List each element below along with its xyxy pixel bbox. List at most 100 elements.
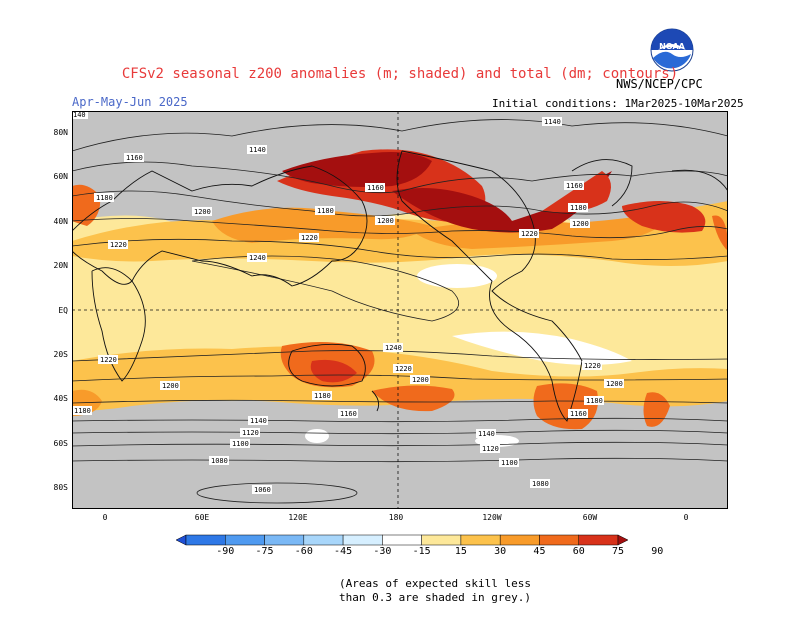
contour-label: 1240: [385, 344, 402, 352]
lon-label: 120E: [288, 513, 308, 522]
contour-label: 1180: [96, 194, 113, 202]
colorbar-swatch: [617, 534, 629, 546]
contour-label: 1160: [566, 182, 583, 190]
contour-label: 1120: [242, 429, 259, 437]
colorbar-label: -75: [255, 546, 274, 557]
contour-label: 1200: [162, 382, 179, 390]
lon-label: 60W: [582, 513, 598, 522]
lat-label: 20S: [53, 350, 68, 359]
neutral-anomaly-patch: [305, 429, 329, 443]
contour-label: 1240: [249, 254, 266, 262]
contour-label: 1200: [412, 376, 429, 384]
initial-conditions-label: Initial conditions: 1Mar2025-10Mar2025: [492, 97, 744, 110]
colorbar-swatch: [421, 534, 462, 546]
neutral-anomaly-patch: [417, 264, 497, 288]
contour-label: 1160: [126, 154, 143, 162]
anomaly-patch: [392, 171, 612, 233]
colorbar-swatch: [175, 534, 187, 546]
contour-label: 1220: [110, 241, 127, 249]
lon-label: 180: [388, 513, 404, 522]
coastlines: [72, 150, 728, 422]
contour-label: 1220: [395, 365, 412, 373]
lat-label: 80S: [53, 483, 68, 492]
colorbar-swatch: [460, 534, 501, 546]
contour-label: 1160: [570, 410, 587, 418]
noaa-logo-text: NOAA: [659, 42, 685, 51]
anomaly-patch: [310, 359, 357, 383]
anomaly-patch: [622, 201, 706, 233]
colorbar-swatch: [499, 534, 540, 546]
contour-label: 1200: [194, 208, 211, 216]
noaa-logo: NOAA: [650, 28, 694, 76]
neutral-anomaly-patch: [452, 331, 632, 365]
anomaly-map: 1140 1140 1160 1160 1160 1180 1180 1180 …: [72, 111, 728, 509]
map-panel: 1140 1140 1160 1160 1160 1180 1180 1180 …: [72, 111, 728, 513]
lat-label: EQ: [58, 306, 68, 315]
colorbar-swatch: [264, 534, 305, 546]
anomaly-patch: [282, 152, 432, 187]
lon-label: 60E: [194, 513, 210, 522]
colorbar-label: 90: [651, 546, 664, 557]
lon-label: 0: [683, 513, 689, 522]
contour-label: 1060: [254, 486, 271, 494]
map-frame: [72, 111, 728, 509]
contour-label: 1220: [584, 362, 601, 370]
colorbar-swatch: [539, 534, 579, 546]
colorbar-swatch: [185, 534, 226, 546]
chart-title: CFSv2 seasonal z200 anomalies (m; shaded…: [121, 66, 679, 82]
contour-label: 1180: [586, 397, 603, 405]
colorbar-swatch: [342, 534, 383, 546]
lat-label: 60N: [53, 172, 68, 181]
lon-label: 0: [102, 513, 108, 522]
colorbar-label: -45: [334, 546, 353, 557]
colorbar-label: 15: [454, 546, 467, 557]
contour-label: 1100: [501, 459, 518, 467]
colorbar-label: -90: [216, 546, 235, 557]
colorbar-label: 60: [572, 546, 585, 557]
lon-label: 120W: [482, 513, 502, 522]
contour-label: 140: [73, 111, 86, 119]
colorbar-label: 45: [533, 546, 546, 557]
colorbar-label: 75: [611, 546, 625, 557]
colorbar-label: 30: [494, 546, 507, 557]
contour-label: 1140: [544, 118, 561, 126]
season-label: Apr-May-Jun 2025: [72, 95, 188, 109]
contour-labels: 1140 1140 1160 1160 1160 1180 1180 1180 …: [72, 111, 624, 494]
contour-label: 1220: [301, 234, 318, 242]
colorbar-swatch: [578, 534, 619, 546]
contour-label: 1080: [211, 457, 228, 465]
skill-note-line1: (Areas of expected skill less: [338, 577, 532, 590]
contour-label: 1140: [250, 417, 267, 425]
contour-label: 1160: [367, 184, 384, 192]
anomaly-patch: [712, 215, 728, 251]
colorbar: [172, 532, 632, 552]
lat-label: 20N: [53, 261, 68, 270]
lat-label: 80N: [53, 128, 68, 137]
colorbar-swatch: [382, 534, 422, 546]
anomaly-patch: [542, 171, 611, 213]
contour-label: 1180: [570, 204, 587, 212]
contour-label: 1200: [377, 217, 394, 225]
contour-label: 1100: [232, 440, 249, 448]
contour-label: 1180: [317, 207, 334, 215]
contour-label: 1220: [521, 230, 538, 238]
contour-label: 1180: [314, 392, 331, 400]
contour-label: 1140: [249, 146, 266, 154]
contour-label: 1120: [482, 445, 499, 453]
agency-label: NWS/NCEP/CPC: [616, 77, 703, 91]
lat-label: 40S: [53, 394, 68, 403]
contour-label: 1080: [532, 480, 549, 488]
contour-label: 1140: [478, 430, 495, 438]
colorbar-swatches: [175, 534, 629, 546]
colorbar-swatch: [225, 534, 265, 546]
contour-label: 1200: [572, 220, 589, 228]
contour-label: 1160: [340, 410, 357, 418]
colorbar-label: -30: [373, 546, 392, 557]
contour-label: 1220: [100, 356, 117, 364]
colorbar-label: -15: [412, 546, 431, 557]
colorbar-label: -60: [294, 546, 313, 557]
skill-note-line2: than 0.3 are shaded in grey.): [338, 591, 532, 604]
contour-label: 1180: [74, 407, 91, 415]
lat-label: 60S: [53, 439, 68, 448]
lat-label: 40N: [53, 217, 68, 226]
